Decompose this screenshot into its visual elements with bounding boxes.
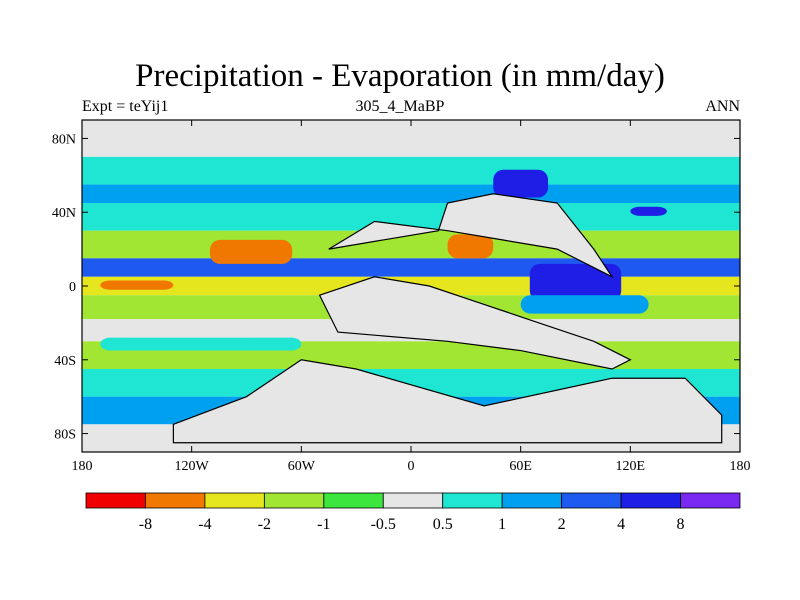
y-tick-label: 0	[69, 280, 76, 295]
field-patch-2	[447, 234, 494, 259]
colorbar-swatch	[85, 492, 146, 509]
colorbar-label: 4	[617, 516, 625, 533]
colorbar-swatch	[382, 492, 444, 509]
x-tick-label: 120W	[175, 459, 210, 474]
colorbar-label: -4	[198, 516, 211, 533]
colorbar-swatch	[680, 492, 741, 509]
time-label: 305_4_MaBP	[355, 98, 445, 115]
continent-south-polar	[172, 359, 723, 444]
colorbar-swatch	[620, 492, 681, 509]
colorbar-swatch	[501, 492, 563, 509]
field-patch-7	[630, 206, 667, 216]
colorbar-label: -8	[139, 516, 152, 533]
colorbar-swatch	[204, 492, 265, 509]
colorbar-label: -0.5	[371, 516, 396, 533]
x-tick-label: 60W	[288, 459, 316, 474]
colorbar-label: 2	[558, 516, 566, 533]
field-band-2	[82, 184, 740, 203]
colorbar-swatch	[442, 492, 503, 509]
colorbar-swatch	[561, 492, 622, 509]
y-tick-label: 80N	[52, 132, 76, 147]
x-tick-label: 180	[72, 459, 93, 474]
field-patch-0	[209, 239, 293, 264]
colorbar-swatch	[323, 492, 384, 509]
colorbar-swatch	[263, 492, 325, 509]
field-patch-4	[520, 295, 649, 314]
field-patch-5	[100, 337, 302, 351]
field-patch-3	[529, 263, 622, 301]
continent-laurasia	[328, 193, 614, 279]
x-tick-label: 0	[408, 459, 415, 474]
colorbar-label: 0.5	[433, 516, 453, 533]
y-tick-label: 80S	[54, 428, 76, 443]
chart-title: Precipitation - Evaporation (in mm/day)	[135, 58, 665, 94]
x-tick-label: 120E	[616, 459, 646, 474]
season-label: ANN	[705, 98, 740, 115]
field-band-1	[82, 156, 740, 185]
colorbar-label: -2	[258, 516, 271, 533]
continent-gondwana	[318, 276, 632, 370]
field-band-5	[82, 258, 740, 277]
field-band-0	[82, 120, 740, 157]
y-tick-label: 40N	[52, 206, 76, 221]
colorbar-swatch	[145, 492, 206, 509]
colorbar-label: 8	[677, 516, 685, 533]
experiment-label: Expt = teYij1	[82, 98, 169, 115]
colorbar-label: -1	[317, 516, 330, 533]
x-tick-label: 60E	[509, 459, 532, 474]
colorbar-label: 1	[498, 516, 506, 533]
field-patch-1	[100, 280, 174, 290]
x-tick-label: 180	[730, 459, 751, 474]
y-tick-label: 40S	[54, 354, 76, 369]
field-patch-6	[493, 169, 549, 198]
